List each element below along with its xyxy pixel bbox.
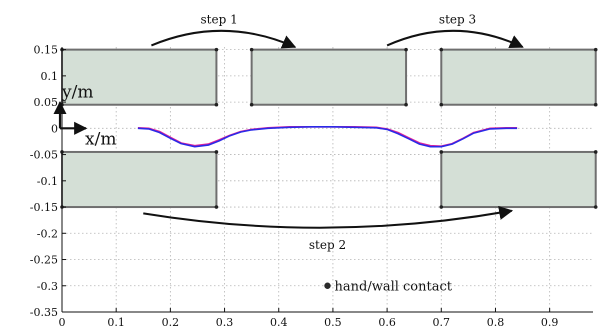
contact-point — [404, 47, 408, 52]
x-tick-label: 0 — [59, 316, 66, 329]
trajectory-line — [137, 126, 518, 147]
contact-point — [214, 102, 219, 107]
wall-block — [440, 48, 597, 106]
trajectory-line — [137, 126, 518, 148]
x-axis-label: x/m — [85, 129, 116, 149]
legend-label: hand/wall contact — [335, 279, 453, 294]
wall-block — [61, 48, 218, 106]
step-arrow — [151, 29, 297, 49]
contact-point — [439, 102, 444, 107]
contact-point — [214, 205, 219, 209]
step-arrows: step 1 step 3 step 2 — [143, 12, 524, 252]
contact-point — [249, 102, 254, 107]
contact-point — [593, 205, 598, 209]
y-tick-label: 0.1 — [41, 70, 59, 83]
axes: 0 0.1 0.2 0.3 0.4 0.5 0.6 0.7 0.8 0.9 0.15 0.1 0.05 0… — [30, 44, 593, 329]
x-tick-label: 0.6 — [378, 316, 396, 329]
walls — [60, 47, 598, 209]
y-tick-label: 0 — [51, 122, 58, 135]
step-arrow — [143, 206, 514, 229]
y-tick-label: 0.15 — [34, 44, 59, 57]
step-label: step 1 — [201, 12, 238, 26]
x-tick-label: 0.1 — [107, 316, 125, 329]
x-tick-label: 0.2 — [162, 316, 180, 329]
wall-block — [440, 150, 597, 209]
contact-point — [593, 102, 598, 107]
contact-point — [593, 47, 598, 52]
legend-marker — [324, 282, 331, 289]
x-tick-label: 0.4 — [270, 316, 288, 329]
y-tick-label: -0.25 — [30, 254, 58, 267]
contact-point — [214, 47, 219, 52]
x-tick-label: 0.5 — [324, 316, 342, 329]
y-tick-label: -0.05 — [30, 149, 58, 162]
contact-point — [439, 47, 444, 52]
y-tick-label: -0.1 — [37, 175, 58, 188]
x-tick-label: 0.7 — [433, 316, 451, 329]
trajectories — [137, 126, 518, 148]
x-tick-label: 0.8 — [487, 316, 505, 329]
step-label: step 2 — [309, 238, 346, 252]
legend: hand/wall contact — [324, 279, 453, 294]
y-axis-label: y/m — [61, 82, 93, 102]
y-tick-label: -0.35 — [30, 306, 58, 319]
contact-point — [593, 150, 598, 154]
x-tick-label: 0.3 — [216, 316, 234, 329]
y-tick-label: -0.15 — [30, 201, 58, 214]
wall-block — [250, 48, 408, 106]
y-tick-label: 0.05 — [34, 96, 59, 109]
x-tick-label: 0.9 — [541, 316, 559, 329]
contact-point — [439, 150, 444, 154]
step-arrow — [386, 29, 524, 49]
y-tick-label: -0.2 — [37, 227, 58, 240]
contact-point — [214, 150, 219, 154]
y-tick-label: -0.3 — [37, 280, 58, 293]
step-label: step 3 — [439, 12, 476, 26]
contact-point — [439, 205, 444, 209]
contact-point — [249, 47, 254, 52]
wall-block — [61, 150, 218, 209]
contact-point — [404, 102, 408, 107]
